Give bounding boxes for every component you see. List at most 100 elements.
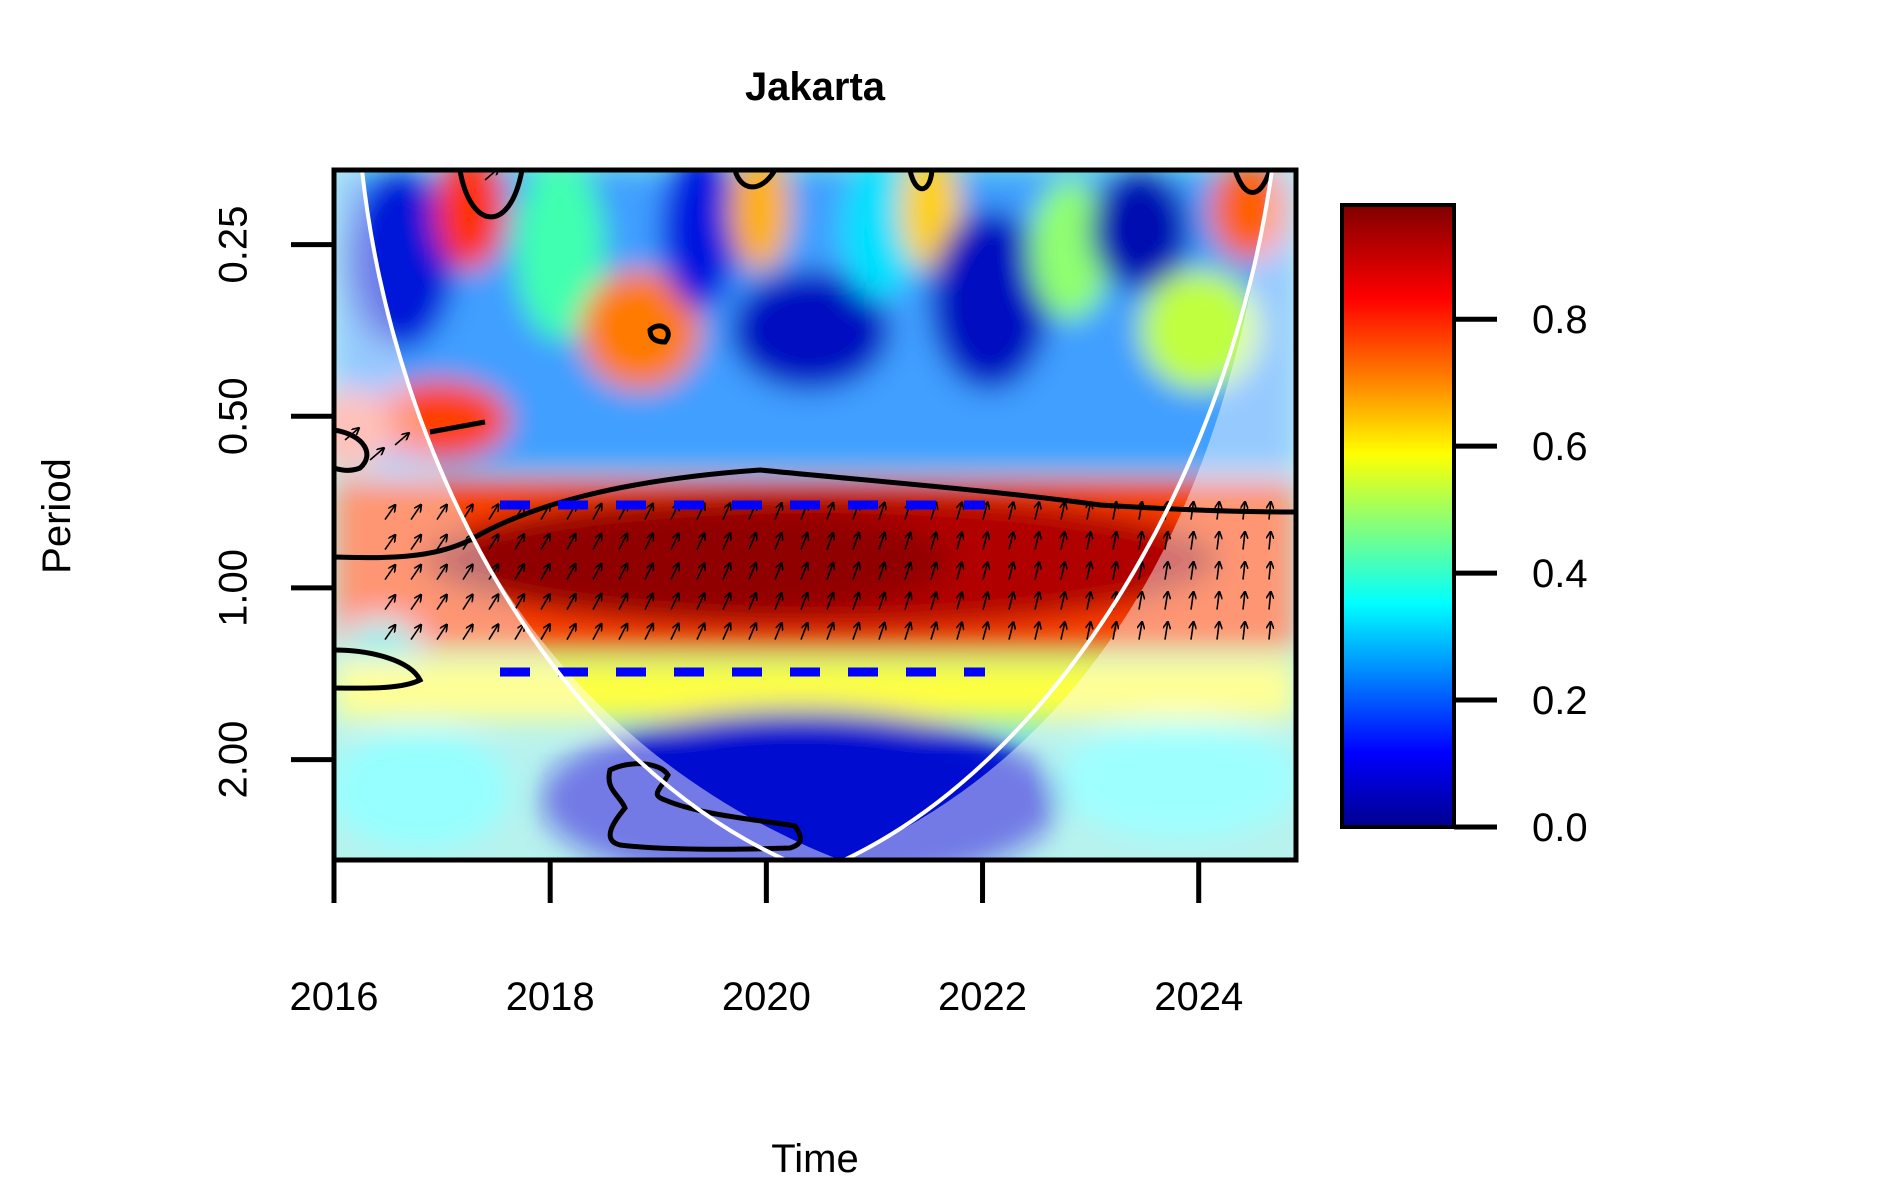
phase-arrow <box>1009 532 1013 550</box>
phase-arrow <box>410 505 421 521</box>
phase-arrow <box>488 534 498 550</box>
x-tick-label: 2016 <box>290 975 379 1019</box>
phase-arrow <box>983 562 988 580</box>
phase-arrow <box>344 428 359 441</box>
phase-arrow <box>1087 562 1091 580</box>
phase-arrow <box>436 535 447 551</box>
x-tick-label: 2022 <box>938 975 1027 1019</box>
colorbar-tick-label: 0.8 <box>1532 298 1588 342</box>
phase-arrow <box>410 535 421 551</box>
phase-arrow <box>957 592 962 610</box>
phase-arrow <box>852 623 859 640</box>
phase-arrow <box>930 562 936 580</box>
phase-arrow <box>1087 622 1091 640</box>
phase-arrow <box>644 563 653 580</box>
phase-arrow <box>592 534 601 550</box>
phase-arrow <box>878 503 885 520</box>
phase-arrow <box>983 532 988 550</box>
phase-arrow <box>1269 622 1271 640</box>
phase-arrow <box>696 563 704 580</box>
phase-arrow <box>1061 592 1065 610</box>
x-tick-label: 2018 <box>506 975 595 1019</box>
phase-arrow <box>384 505 395 521</box>
phase-arrow <box>826 563 833 580</box>
phase-arrow <box>1009 502 1013 520</box>
phase-arrow <box>644 503 653 520</box>
phase-arrow <box>957 532 962 550</box>
colorbar <box>1340 203 1456 829</box>
phase-arrow <box>1061 562 1065 580</box>
phase-arrow <box>1113 502 1116 520</box>
phase-arrow <box>436 595 447 611</box>
phase-arrow <box>384 535 395 551</box>
phase-arrow <box>1165 622 1168 640</box>
phase-arrow <box>566 534 576 550</box>
phase-arrow <box>722 623 730 640</box>
phase-arrow <box>826 503 833 520</box>
phase-arrow <box>436 565 447 581</box>
phase-arrow <box>410 625 421 641</box>
phase-arrow <box>514 594 524 610</box>
phase-arrow <box>800 623 807 640</box>
phase-arrow <box>592 594 601 610</box>
phase-arrow <box>722 533 730 550</box>
phase-arrow <box>826 623 833 640</box>
phase-arrow <box>1035 562 1039 580</box>
phase-arrow <box>1009 562 1013 580</box>
phase-arrow <box>462 504 473 521</box>
chart-title: Jakarta <box>745 65 886 109</box>
phase-arrow <box>696 623 704 640</box>
cone-of-influence <box>360 170 1274 860</box>
phase-arrow <box>983 622 988 640</box>
x-axis-label: Time <box>771 1137 858 1181</box>
phase-arrow <box>957 622 962 640</box>
phase-arrow <box>1009 592 1013 610</box>
phase-arrow <box>1165 532 1168 550</box>
y-axis: 0.25 0.50 1.00 2.00 <box>212 206 337 799</box>
phase-arrow <box>722 563 730 580</box>
phase-arrows <box>344 170 1271 641</box>
phase-arrow <box>957 562 962 580</box>
phase-arrow <box>410 565 421 581</box>
phase-arrow <box>1191 592 1194 610</box>
phase-arrow <box>618 564 627 580</box>
phase-arrow <box>514 564 524 580</box>
phase-arrow <box>1191 532 1194 550</box>
phase-arrow <box>878 623 885 640</box>
phase-arrow <box>436 505 447 521</box>
phase-arrow <box>592 504 601 520</box>
phase-arrow <box>930 622 936 640</box>
x-axis: 2016 2018 2020 2022 2024 <box>290 857 1243 1019</box>
phase-arrow <box>1269 502 1271 520</box>
phase-arrow <box>618 594 627 610</box>
phase-arrow <box>1139 562 1142 580</box>
phase-arrow <box>1139 532 1142 550</box>
phase-arrow <box>1139 592 1142 610</box>
phase-arrow <box>1087 502 1091 520</box>
phase-arrow <box>592 624 601 640</box>
phase-arrow <box>1165 562 1168 580</box>
significance-contours <box>334 170 1296 852</box>
phase-arrow <box>618 534 627 550</box>
phase-arrow <box>1243 502 1245 520</box>
y-axis-label: Period <box>35 458 79 574</box>
phase-arrow <box>826 593 833 610</box>
phase-arrow <box>540 534 550 550</box>
colorbar-tick-label: 0.0 <box>1532 806 1588 850</box>
phase-arrow <box>904 622 910 640</box>
phase-arrow <box>670 593 679 610</box>
phase-arrow <box>1191 502 1194 520</box>
phase-arrow <box>983 502 988 520</box>
phase-arrow <box>566 594 576 610</box>
phase-arrow <box>800 533 807 550</box>
phase-arrow <box>878 593 885 610</box>
colorbar-tick-label: 0.4 <box>1532 552 1588 596</box>
phase-arrow <box>462 564 473 581</box>
phase-arrow <box>540 504 550 520</box>
phase-arrow <box>983 592 988 610</box>
phase-arrow <box>488 594 498 610</box>
phase-arrow <box>748 593 756 610</box>
phase-arrow <box>644 533 653 550</box>
phase-arrow <box>904 562 910 580</box>
phase-arrow <box>1113 622 1116 640</box>
